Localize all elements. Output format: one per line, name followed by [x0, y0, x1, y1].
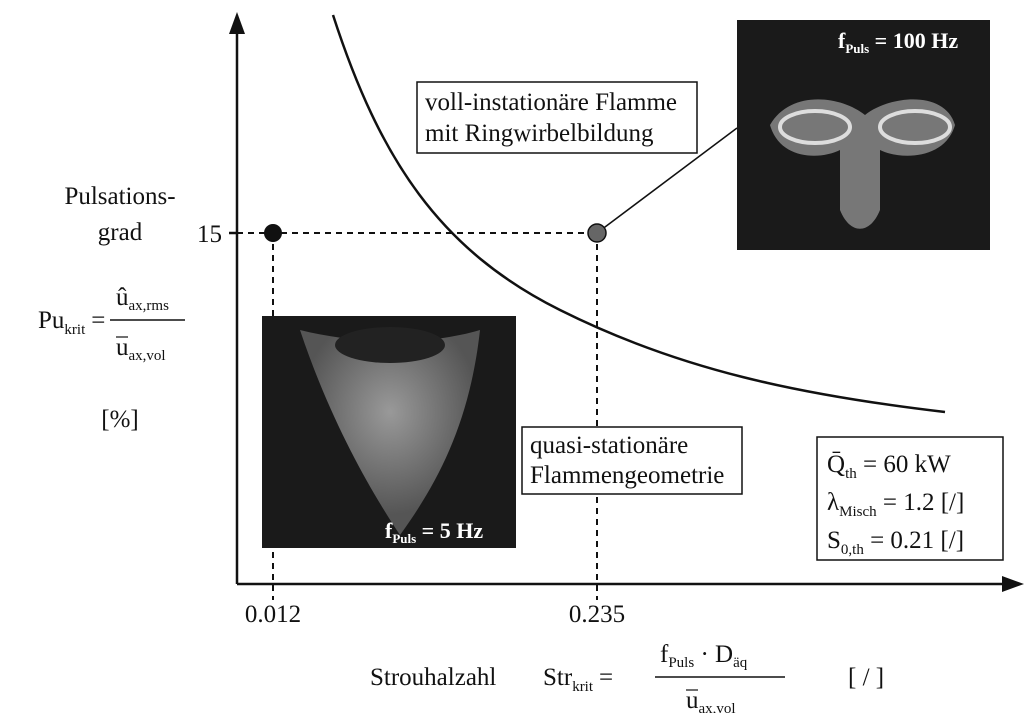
subscript: krit	[64, 322, 86, 338]
svg-text:fPuls · Däq: fPuls · Däq	[660, 641, 748, 671]
stability-curve	[331, 14, 946, 414]
y-arrow	[229, 12, 245, 34]
subscript: ax,vol	[129, 348, 166, 364]
equals: =	[599, 664, 613, 691]
svg-text:Strkrit=: Strkrit =	[543, 664, 613, 695]
value: = 100 Hz	[869, 28, 958, 53]
point-unsteady	[587, 223, 607, 243]
parameter: λMisch = 1.2 [/]	[827, 489, 964, 520]
subscript: ax,rms	[129, 298, 170, 314]
annotation: mit Ringwirbelbildung	[425, 120, 654, 147]
x-axis-unit: [ / ]	[848, 664, 884, 691]
subscript: 0,th	[841, 542, 864, 558]
connector	[596, 127, 738, 234]
svg-text:uax,vol: uax,vol	[686, 687, 736, 713]
svg-text:ûax,rms: ûax,rms	[116, 284, 169, 314]
annotation: voll-instationäre Flamme	[425, 89, 677, 116]
parameter: Q̄th = 60 kW	[827, 451, 951, 482]
symbol: · D	[694, 641, 733, 668]
flame-image-low: fPuls = 5 Hz	[262, 316, 516, 548]
annotation-box	[416, 81, 698, 154]
symbol: Q̄	[827, 451, 845, 478]
symbol: Str	[543, 664, 573, 691]
x-arrow	[1002, 576, 1024, 592]
y-axis-unit: [%]	[101, 406, 138, 433]
flame-core	[335, 327, 445, 363]
symbol: û	[116, 284, 129, 311]
symbol: u	[686, 687, 699, 713]
symbol: u	[116, 334, 129, 361]
value: = 1.2 [/]	[877, 489, 965, 516]
symbol: Pu	[38, 307, 65, 334]
value: = 60 kW	[857, 451, 951, 478]
annotation: quasi-stationäre	[530, 432, 688, 459]
subscript: Puls	[392, 531, 416, 546]
value: = 0.21 [/]	[864, 527, 964, 554]
symbol: f	[838, 28, 846, 53]
y-tick-label: 15	[197, 221, 222, 248]
x-axis-label: Strouhalzahl	[370, 664, 496, 691]
subscript: Puls	[668, 655, 694, 671]
subscript: th	[845, 466, 857, 482]
parameter: S0,th = 0.21 [/]	[827, 527, 964, 558]
value: = 5 Hz	[416, 518, 483, 543]
svg-text:Pukrit=: Pukrit =	[38, 307, 105, 338]
symbol: f	[385, 518, 393, 543]
parameter-box	[816, 436, 1004, 561]
symbol: λ	[827, 489, 839, 516]
x-formula: Strouhalzahl Strkrit = fPuls · Däq uax,vo…	[370, 641, 884, 713]
symbol: S	[827, 527, 841, 554]
equals: =	[91, 307, 105, 334]
flame-shape	[770, 99, 955, 229]
y-axis-label: Pulsations-	[64, 183, 175, 210]
subscript: krit	[572, 679, 594, 695]
subscript: Misch	[839, 504, 877, 520]
subscript: ax,vol	[699, 701, 736, 713]
vortex-ring	[878, 109, 952, 145]
vortex-ring	[778, 109, 852, 145]
annotation: Flammengeometrie	[530, 462, 724, 489]
point-steady	[264, 224, 282, 242]
parameters: Q̄th = 60 kW λMisch = 1.2 [/] S0,th = 0.21…	[827, 451, 964, 558]
flame-image-high: fPuls = 100 Hz	[737, 20, 990, 250]
x-tick-label: 0.012	[245, 601, 301, 628]
svg-text:uax,vol: uax,vol	[116, 334, 166, 364]
subscript: Puls	[845, 41, 869, 56]
flame-shape	[300, 330, 480, 535]
annotation-box	[521, 426, 743, 495]
image-label: fPuls = 100 Hz	[838, 28, 958, 56]
image-label: fPuls = 5 Hz	[385, 518, 483, 546]
subscript: äq	[733, 655, 748, 671]
y-formula: Pukrit = ûax,rms uax,vol	[38, 284, 185, 364]
x-tick-label: 0.235	[569, 601, 625, 628]
y-axis-label: grad	[98, 219, 143, 246]
symbol: f	[660, 641, 669, 668]
